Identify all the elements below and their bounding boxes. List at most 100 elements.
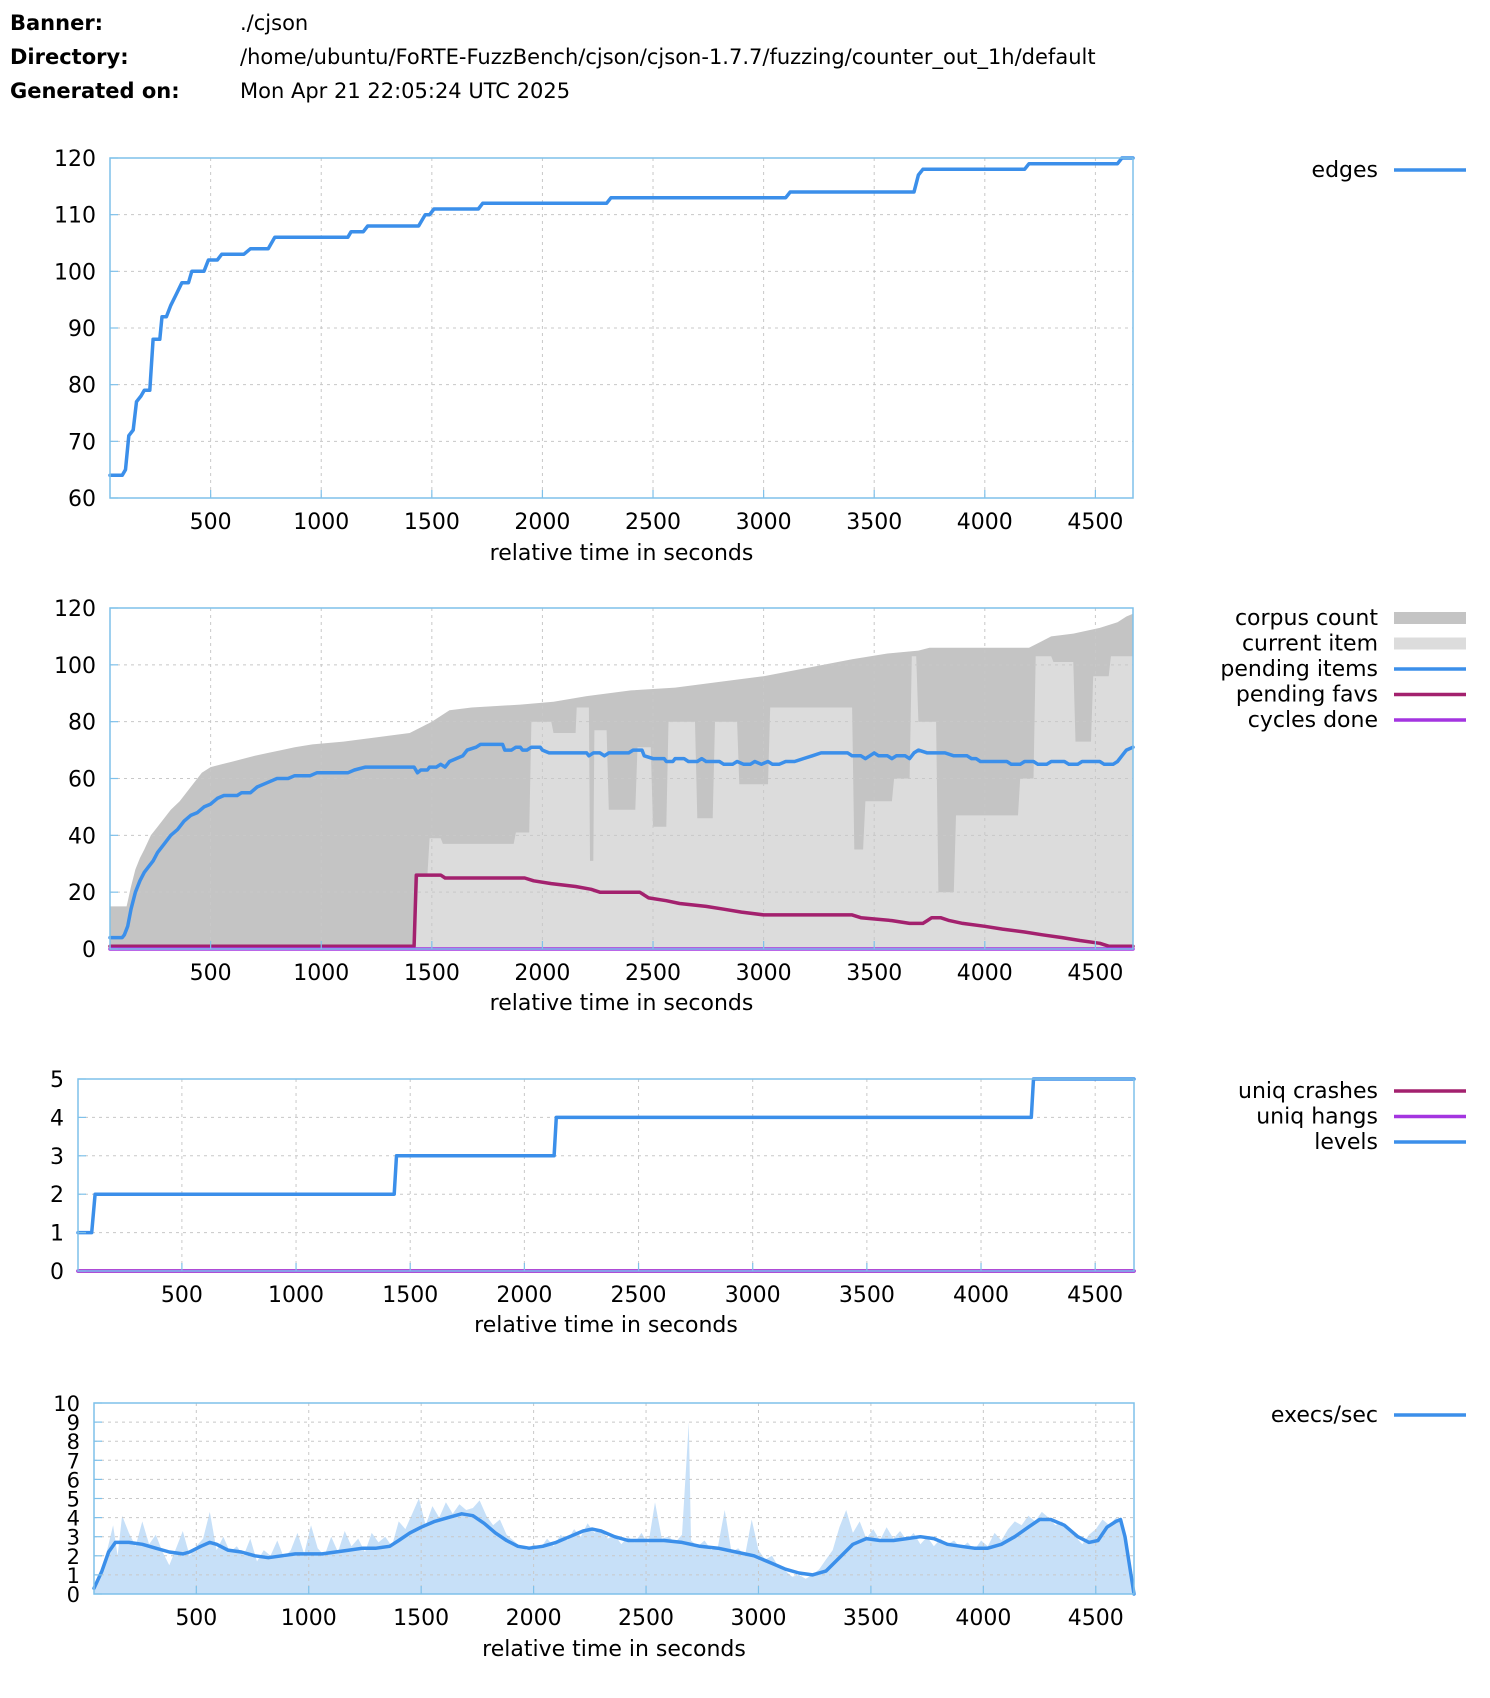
legend-swatch	[1394, 612, 1466, 624]
y-tick-label: 20	[68, 881, 96, 906]
chart-4: 500 1000 1500 2000 2500 3000 3500 4000 4500 01234…	[53, 1392, 1466, 1662]
y-tick-label: 9	[67, 1411, 80, 1435]
x-tick-label: 2000	[506, 1606, 562, 1631]
x-tick-label: 4500	[1067, 961, 1123, 986]
directory-label: Directory:	[10, 45, 129, 69]
y-tick-label: 2	[50, 1183, 64, 1208]
series-pending-items	[108, 742, 1135, 940]
y-tick-label: 0	[67, 1583, 80, 1607]
x-tick-label: 1500	[404, 961, 460, 986]
chart-2: 500 1000 1500 2000 2500 3000 3500 4000 4500 0 20 40…	[54, 597, 1466, 1016]
series-levels	[76, 1077, 1136, 1235]
x-tick-label: 4500	[1067, 1283, 1123, 1308]
y-tick-label: 100	[54, 654, 96, 679]
y-tick-label: 100	[54, 260, 96, 285]
y-tick-label: 120	[54, 147, 96, 172]
x-tick-label: 3500	[839, 1283, 895, 1308]
y-tick-label: 10	[53, 1392, 80, 1416]
y-tick-label: 8	[67, 1430, 80, 1454]
y-tick-label: 0	[82, 938, 96, 963]
x-tick-label: 3000	[730, 1606, 786, 1631]
y-tick-label: 40	[68, 824, 96, 849]
x-tick-label: 2000	[514, 510, 570, 535]
x-tick-label: 3000	[736, 510, 792, 535]
y-tick-label: 60	[68, 487, 96, 512]
x-tick-label: 4500	[1068, 1606, 1124, 1631]
x-tick-label: 1000	[268, 1283, 324, 1308]
legend-label: edges	[1312, 158, 1378, 183]
series-pending-favs	[108, 873, 1135, 948]
y-tick-label: 4	[50, 1106, 64, 1131]
x-axis-label: relative time in seconds	[490, 541, 754, 566]
report-header: Banner: ./cjson Directory: /home/ubuntu/…	[10, 6, 1096, 108]
y-tick-label: 70	[68, 430, 96, 455]
y-tick-label: 5	[50, 1068, 64, 1093]
y-tick-label: 6	[67, 1468, 80, 1492]
banner-label: Banner:	[10, 11, 104, 35]
y-tick-label: 0	[50, 1260, 64, 1285]
x-tick-label: 3500	[846, 961, 902, 986]
x-tick-label: 500	[190, 510, 232, 535]
legend-label: execs/sec	[1271, 1403, 1378, 1428]
legend-label: uniq crashes	[1238, 1079, 1378, 1104]
x-tick-label: 4000	[955, 1606, 1011, 1631]
y-tick-label: 2	[67, 1545, 80, 1569]
y-tick-label: 80	[68, 711, 96, 736]
legend-label: pending favs	[1236, 683, 1378, 708]
legend-label: pending items	[1220, 657, 1378, 682]
x-tick-label: 4000	[957, 961, 1013, 986]
x-tick-label: 1000	[293, 510, 349, 535]
y-tick-label: 7	[67, 1449, 80, 1473]
x-tick-label: 500	[190, 961, 232, 986]
x-tick-label: 2500	[625, 510, 681, 535]
x-axis-label: relative time in seconds	[490, 991, 754, 1016]
x-tick-label: 2000	[514, 961, 570, 986]
x-tick-label: 1000	[293, 961, 349, 986]
chart-3: 500 1000 1500 2000 2500 3000 3500 4000 4500 0 1 2 3 4…	[50, 1068, 1466, 1338]
x-tick-label: 3000	[725, 1283, 781, 1308]
x-tick-label: 500	[161, 1283, 203, 1308]
x-tick-label: 3500	[843, 1606, 899, 1631]
legend-swatch	[1394, 637, 1466, 650]
x-tick-label: 4500	[1067, 510, 1123, 535]
series-edges	[108, 156, 1135, 478]
x-tick-label: 1000	[281, 1606, 337, 1631]
directory-row: Directory: /home/ubuntu/FoRTE-FuzzBench/…	[10, 40, 1096, 74]
x-axis-label: relative time in seconds	[482, 1637, 746, 1662]
x-tick-label: 4000	[953, 1283, 1009, 1308]
legend-label: corpus count	[1235, 606, 1378, 631]
x-tick-label: 1500	[382, 1283, 438, 1308]
legend-label: levels	[1314, 1130, 1378, 1155]
x-tick-label: 3500	[846, 510, 902, 535]
legend-label: cycles done	[1248, 708, 1378, 733]
y-tick-label: 120	[54, 597, 96, 622]
legend-label: current item	[1242, 632, 1378, 657]
plot-frame	[77, 1078, 1135, 1272]
generated-value: Mon Apr 21 22:05:24 UTC 2025	[240, 79, 571, 103]
x-tick-label: 500	[175, 1606, 217, 1631]
x-axis-label: relative time in seconds	[474, 1313, 738, 1338]
banner-value: ./cjson	[240, 11, 309, 35]
area-current-item	[110, 656, 1133, 949]
chart-1: 500 1000 1500 2000 2500 3000 3500 4000 4500 60 70 8…	[54, 147, 1466, 566]
series-execs-sec	[92, 1512, 1136, 1596]
y-tick-label: 80	[68, 374, 96, 399]
y-tick-label: 1	[67, 1564, 80, 1588]
generated-label: Generated on:	[10, 79, 180, 103]
y-tick-label: 90	[68, 317, 96, 342]
plot-area	[78, 1079, 1134, 1271]
y-tick-label: 60	[68, 768, 96, 793]
x-tick-label: 2500	[625, 961, 681, 986]
y-tick-label: 110	[54, 204, 96, 229]
x-tick-label: 3000	[736, 961, 792, 986]
generated-row: Generated on: Mon Apr 21 22:05:24 UTC 20…	[10, 74, 1096, 108]
x-tick-label: 2500	[618, 1606, 674, 1631]
y-tick-label: 5	[67, 1488, 80, 1512]
banner-row: Banner: ./cjson	[10, 6, 1096, 40]
legend-label: uniq hangs	[1256, 1105, 1378, 1130]
y-tick-label: 3	[67, 1526, 80, 1550]
y-tick-label: 1	[50, 1222, 64, 1247]
y-tick-label: 3	[50, 1145, 64, 1170]
x-tick-label: 2000	[496, 1283, 552, 1308]
